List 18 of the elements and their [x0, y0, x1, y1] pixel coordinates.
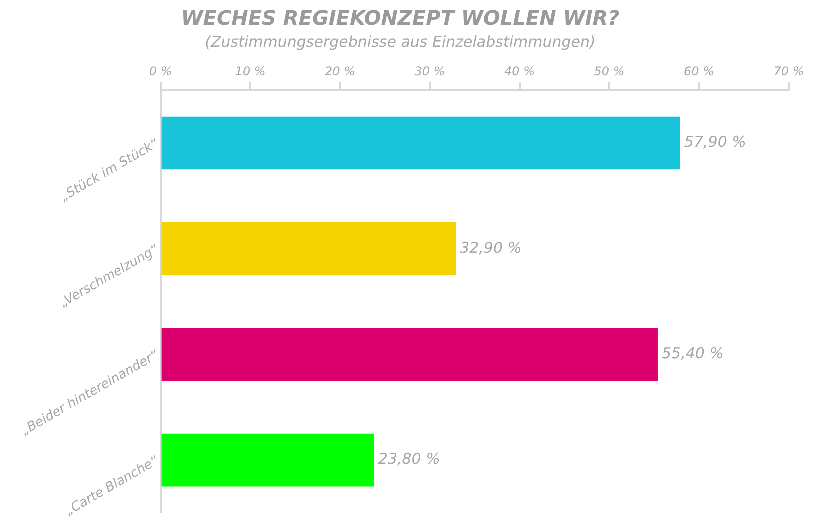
data-label: 32,90 %: [460, 238, 522, 257]
x-tick-label: 40 %: [504, 64, 536, 78]
x-tick-label: 20 %: [325, 64, 356, 78]
data-label: 23,80 %: [378, 450, 440, 468]
bar: [162, 222, 456, 276]
bar: [162, 116, 680, 170]
chart-title: WECHES REGIEKONZEPT WOLLEN WIR?: [181, 6, 620, 30]
data-label: 57,90 %: [684, 133, 746, 152]
chart-subtitle: (Zustimmungsergebnisse aus Einzelabstimmungen): [205, 32, 596, 51]
x-tick-label: 60 %: [684, 64, 715, 78]
x-tick-label: 70 %: [774, 64, 804, 78]
x-tick-label: 30 %: [414, 64, 446, 78]
bar: [162, 328, 658, 382]
data-label: 55,40 %: [662, 344, 724, 363]
bar: [162, 434, 374, 487]
x-tick-label: 10 %: [235, 64, 266, 78]
x-tick-label: 50 %: [594, 64, 625, 78]
x-tick-label: 0 %: [149, 64, 172, 78]
